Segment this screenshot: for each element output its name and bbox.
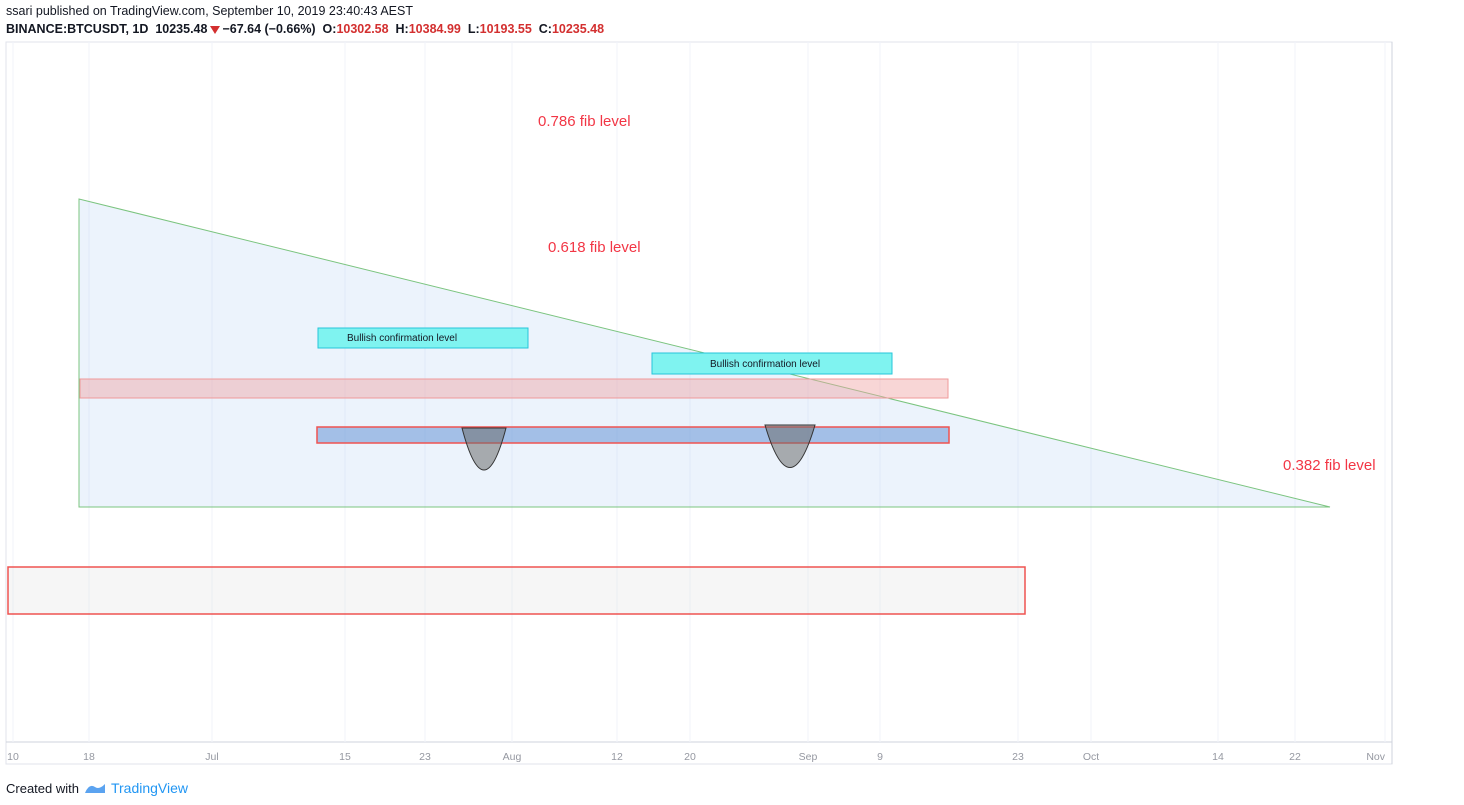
tradingview-brand[interactable]: TradingView: [110, 780, 189, 796]
time-tick-label: 15: [339, 751, 351, 763]
fib-0786-label: 0.786 fib level: [538, 113, 631, 130]
publisher-line: ssari published on TradingView.com, Sept…: [6, 4, 413, 18]
cup-pattern-1: [461, 427, 507, 471]
cup-pattern-2: [764, 424, 816, 468]
time-tick-label: Nov: [1366, 751, 1385, 763]
fib-0618-label: 0.618 fib level: [548, 239, 641, 256]
time-tick-label: Aug: [503, 751, 522, 763]
symbol-name[interactable]: BINANCE:BTCUSDT, 1D: [6, 22, 149, 36]
time-tick-label: 14: [1212, 751, 1224, 763]
high-label: H:: [395, 22, 409, 36]
low-value: 10193.55: [479, 22, 532, 36]
high-value: 10384.99: [408, 22, 461, 36]
created-with-text: Created with: [6, 780, 79, 796]
last-price: 10235.48: [155, 22, 208, 36]
time-tick-label: 23: [419, 751, 431, 763]
symbol-line: BINANCE:BTCUSDT, 1D 10235.48 −67.64 (−0.6…: [6, 22, 604, 36]
close-value: 10235.48: [551, 22, 605, 36]
time-tick-label: 23: [1012, 751, 1024, 763]
demand-zone: [7, 566, 1026, 615]
open-value: 10302.58: [336, 22, 389, 36]
bullish-box-1: [317, 327, 529, 349]
time-tick-label: Sep: [799, 751, 818, 763]
time-tick-label: 9: [877, 751, 883, 763]
price-change: −67.64 (−0.66%): [222, 22, 316, 36]
annotations: 0.786 fib level 0.618 fib level 0.382 fi…: [347, 113, 1376, 474]
tradingview-logo-icon[interactable]: [83, 781, 107, 795]
bullish-label-2: Bullish confirmation level: [710, 359, 820, 370]
time-tick-label: Oct: [1083, 751, 1099, 763]
time-tick-label: Jul: [205, 751, 218, 763]
time-tick-label: 10: [7, 751, 19, 763]
footer: Created with TradingView: [6, 780, 188, 796]
time-tick-label: 18: [83, 751, 95, 763]
low-label: L:: [467, 22, 480, 36]
down-arrow-icon: [210, 25, 221, 34]
time-tick-label: 12: [611, 751, 623, 763]
support-zone: [316, 426, 950, 444]
close-label: C:: [538, 22, 552, 36]
time-tick-label: 20: [684, 751, 696, 763]
time-tick-label: 22: [1289, 751, 1301, 763]
resistance-zone: [79, 378, 949, 399]
publisher-text: ssari published on TradingView.com, Sept…: [6, 4, 413, 18]
axes: 18000.0017000.0015200.0014400.0012800.00…: [7, 751, 1386, 763]
fib-0382-label: 0.382 fib level: [1283, 457, 1376, 474]
grid: [12, 42, 1386, 742]
open-label: O:: [322, 22, 337, 36]
bullish-label-1: Bullish confirmation level: [347, 333, 457, 344]
price-chart[interactable]: 16169.7213370.6312400.0010950.0010650.00…: [0, 0, 1464, 780]
bullish-box-2: [651, 352, 893, 375]
drawings: [7, 198, 1331, 615]
